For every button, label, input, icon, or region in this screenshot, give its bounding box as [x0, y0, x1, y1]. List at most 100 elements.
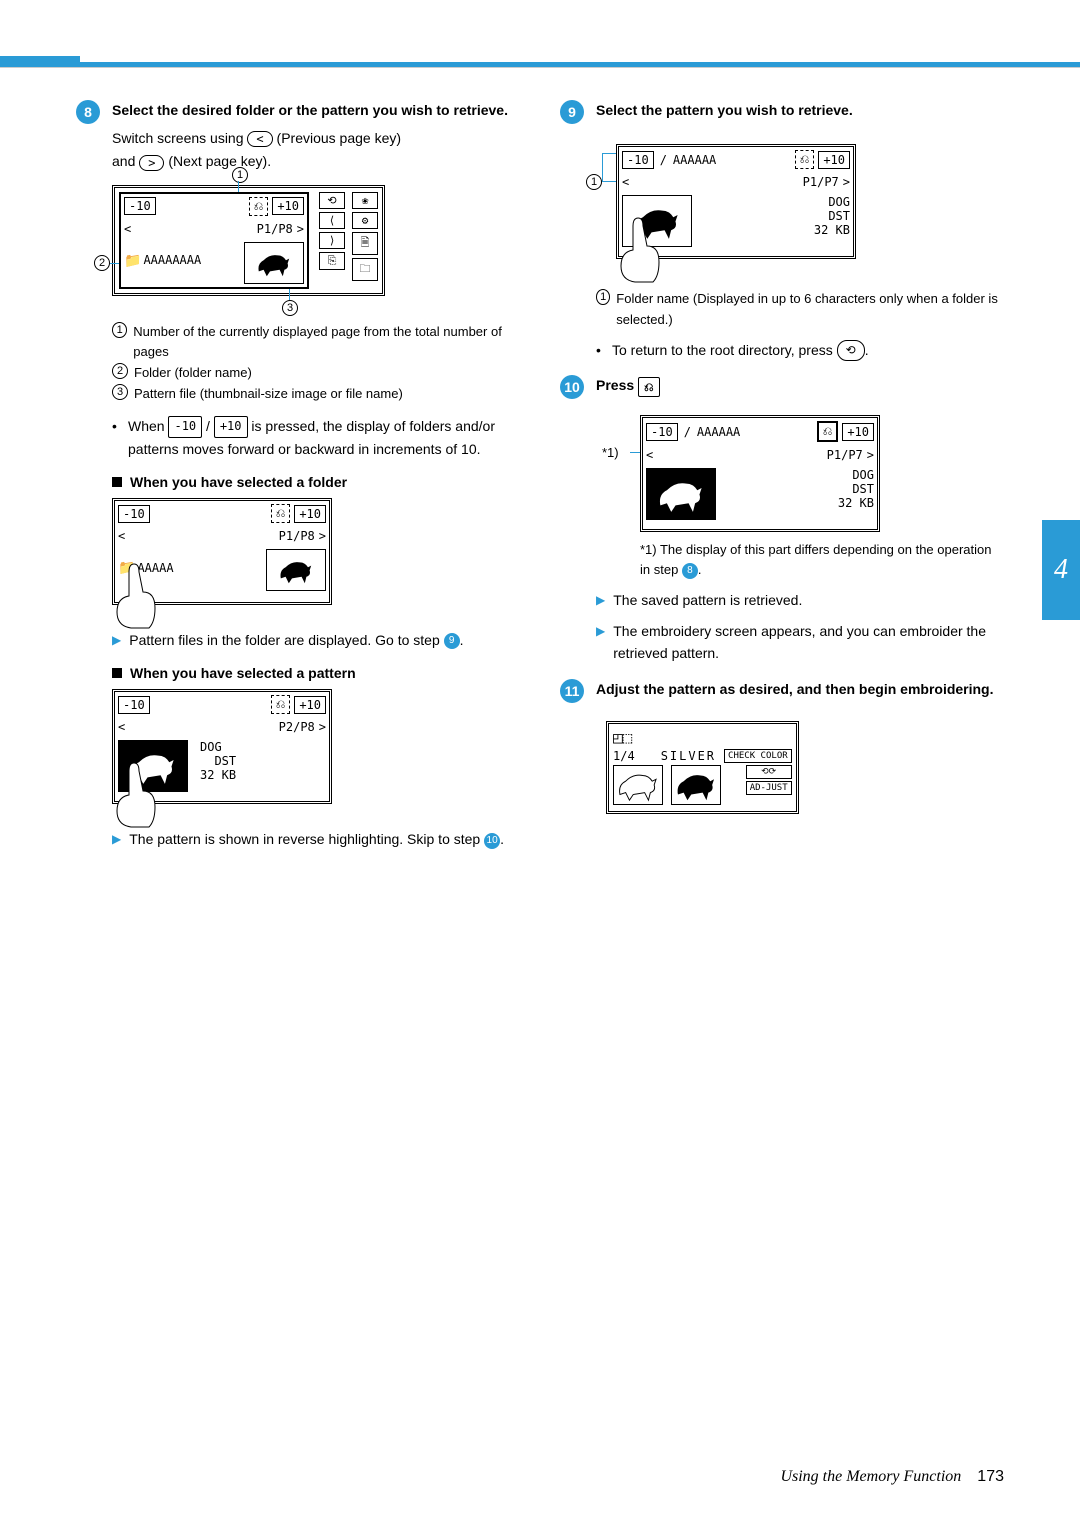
check-color-btn: CHECK COLOR	[724, 749, 792, 763]
next-page-key: >	[139, 155, 164, 171]
finger-icon	[613, 216, 663, 286]
lcd-main: -10 ⎌ +10 < P1/P8 > 📁 AAAAAAAA	[119, 192, 309, 289]
step-10-diagram: *1) -10 / AAAAAA ⎌ +10 < P1/P7 >	[640, 415, 880, 532]
step-11-number: 11	[560, 679, 584, 703]
def-text: Pattern file (thumbnail-size image or fi…	[134, 384, 403, 405]
return-key: ⟲	[837, 340, 865, 361]
breadcrumb-folder: AAAAAA	[697, 425, 740, 439]
pattern-name: DOG	[838, 468, 874, 482]
pattern-size: 32 KB	[200, 768, 236, 782]
minus10-btn: -10	[124, 197, 156, 215]
side-btn: ⚙	[352, 212, 378, 229]
right-column: 9 Select the pattern you wish to retriev…	[560, 100, 1004, 859]
step-8-bullets: • When -10 / +10 is pressed, the display…	[112, 415, 520, 460]
bullet-dot: •	[596, 339, 612, 362]
header-accent-bar	[0, 62, 1080, 68]
def-num: 3	[112, 384, 128, 400]
retrieve-key: ⎌	[638, 377, 660, 397]
retrieve-icon-btn: ⎌	[795, 150, 815, 169]
rotate-btn: ⟲⟳	[746, 765, 792, 779]
pattern-size: 32 KB	[838, 496, 874, 510]
def-text: Folder (folder name)	[134, 363, 252, 384]
step-ref-9: 9	[444, 633, 460, 649]
side-btn: 🗎	[352, 232, 378, 255]
side-btn: 🗀	[352, 258, 378, 281]
minus10-btn: -10	[118, 696, 150, 714]
step-9-title: Select the pattern you wish to retrieve.	[596, 100, 1004, 121]
bullet-text: When -10 / +10 is pressed, the display o…	[128, 415, 520, 460]
step-9-diagram: 1 -10 / AAAAAA ⎌ +10 < P1/P7 >	[616, 144, 856, 259]
def-num: 1	[596, 289, 610, 305]
sub-pattern-selected: When you have selected a pattern	[112, 665, 520, 681]
pages-text: P1/P8	[279, 529, 315, 543]
def-num: 1	[112, 322, 127, 338]
plus10-btn: +10	[294, 505, 326, 523]
side-btn: ⟲	[319, 192, 345, 209]
minus10-btn: -10	[646, 423, 678, 441]
adjust-btn: AD-JUST	[746, 781, 792, 795]
page-content: 8 Select the desired folder or the patte…	[76, 100, 1004, 859]
pages-text: P1/P7	[827, 448, 863, 462]
plus10-btn: +10	[272, 197, 304, 215]
step-11-diagram: ◰⬚ 1/4 SILVER CHECK COLOR ⟲⟳ AD-JUST	[606, 721, 799, 814]
footer-section: Using the Memory Function	[780, 1468, 961, 1485]
callout-1: 1	[232, 167, 248, 183]
pattern-fmt: DST	[838, 482, 874, 496]
triangle-icon: ▶	[112, 631, 121, 651]
step-8-header: 8 Select the desired folder or the patte…	[76, 100, 520, 124]
finger-icon	[109, 562, 159, 632]
embr-thumb-outline	[613, 765, 663, 805]
pages-text: P2/P8	[279, 720, 315, 734]
horse-icon	[251, 249, 297, 277]
page-count: 1/4	[613, 749, 635, 763]
side-btns-col2: ❀ ⚙ 🗎 🗀	[352, 192, 378, 289]
pattern-fmt: DST	[814, 209, 850, 223]
diag-folder-selected: -10 ⎌ +10 < P1/P8 > 📁 AAAAA	[112, 498, 332, 605]
arrow-left: <	[118, 529, 125, 543]
pattern-fmt: DST	[200, 754, 236, 768]
square-icon	[112, 477, 122, 487]
minus10-btn: -10	[622, 151, 654, 169]
folder-name: AAAAAAAA	[143, 253, 201, 267]
def-text: Number of the currently displayed page f…	[133, 322, 520, 364]
step-9-bullets: • To return to the root directory, press…	[596, 339, 1004, 362]
arrow-left: <	[622, 175, 629, 189]
page-footer: Using the Memory Function 173	[0, 1468, 1004, 1486]
pattern-thumb	[244, 242, 304, 284]
horse-icon	[273, 556, 319, 584]
arrow-right: >	[319, 720, 326, 734]
step-8-number: 8	[76, 100, 100, 124]
retrieve-icon-btn: ⎌	[271, 504, 291, 523]
side-btn: ⟨	[319, 212, 345, 229]
def-text: Folder name (Displayed in up to 6 charac…	[616, 289, 1004, 331]
callout-1-line-v	[602, 153, 603, 181]
callout-2: 2	[94, 255, 110, 271]
step-10-note: *1) The display of this part differs dep…	[640, 540, 1004, 579]
triangle-icon: ▶	[596, 591, 605, 611]
step-8-title: Select the desired folder or the pattern…	[112, 100, 520, 121]
diag-pattern-selected: -10 ⎌ +10 < P2/P8 > DOG	[112, 689, 332, 804]
arrow-right: >	[319, 529, 326, 543]
prev-page-key: <	[247, 131, 272, 147]
plus10-btn: +10	[842, 423, 874, 441]
bullet-text: To return to the root directory, press ⟲…	[612, 339, 869, 362]
plus10-key: +10	[214, 416, 248, 437]
pattern-thumb-inverse	[646, 468, 716, 520]
callout-3: 3	[282, 300, 298, 316]
step-10-title: Press ⎌	[596, 375, 1004, 396]
tri-pattern-result: ▶ The pattern is shown in reverse highli…	[112, 828, 520, 850]
def-num: 2	[112, 363, 128, 379]
side-btn: ❀	[352, 192, 378, 209]
pattern-name: DOG	[200, 740, 236, 754]
retrieve-icon-btn: ⎌	[817, 421, 839, 442]
callout-1: 1	[586, 174, 602, 190]
pattern-name: DOG	[814, 195, 850, 209]
step-9-header: 9 Select the pattern you wish to retriev…	[560, 100, 1004, 124]
step-8-instr-2: and > (Next page key).	[112, 153, 520, 170]
thread-color: SILVER	[661, 749, 716, 763]
arrow-right: >	[297, 222, 304, 236]
side-btn: ⟩	[319, 232, 345, 249]
square-icon	[112, 668, 122, 678]
side-btns-col1: ⟲ ⟨ ⟩ ⎘	[319, 192, 345, 289]
minus10-btn: -10	[118, 505, 150, 523]
